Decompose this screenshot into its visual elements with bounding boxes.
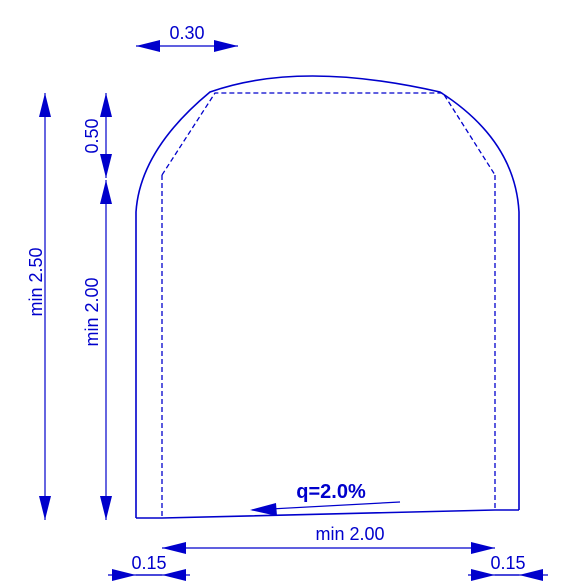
dimension-crown-height-label: 0.50 bbox=[82, 118, 102, 153]
dimension-left-wall: 0.15 bbox=[108, 553, 190, 581]
dimension-wall-height-label: min 2.00 bbox=[82, 277, 102, 346]
dimension-inner-width-label: min 2.00 bbox=[315, 524, 384, 544]
dimension-left-wall-label: 0.15 bbox=[131, 553, 166, 573]
dimension-total-height-label: min 2.50 bbox=[26, 247, 46, 316]
dimension-top-width-label: 0.30 bbox=[169, 23, 204, 43]
dimension-top-width: 0.30 bbox=[136, 23, 238, 52]
floor-line bbox=[136, 509, 519, 519]
dimension-inner-width: min 2.00 bbox=[162, 524, 495, 554]
slope-indicator: q=2.0% bbox=[250, 481, 401, 516]
dimension-crown-height: 0.50 bbox=[82, 93, 112, 178]
slope-label: q=2.0% bbox=[296, 481, 366, 503]
dimension-total-height: min 2.50 bbox=[26, 93, 51, 520]
dimension-wall-height: min 2.00 bbox=[82, 180, 112, 520]
dimension-right-wall: 0.15 bbox=[468, 553, 548, 581]
outer-shell-outline bbox=[135, 75, 520, 518]
dimension-right-wall-label: 0.15 bbox=[490, 553, 525, 573]
inner-roof-dashed bbox=[161, 92, 496, 176]
